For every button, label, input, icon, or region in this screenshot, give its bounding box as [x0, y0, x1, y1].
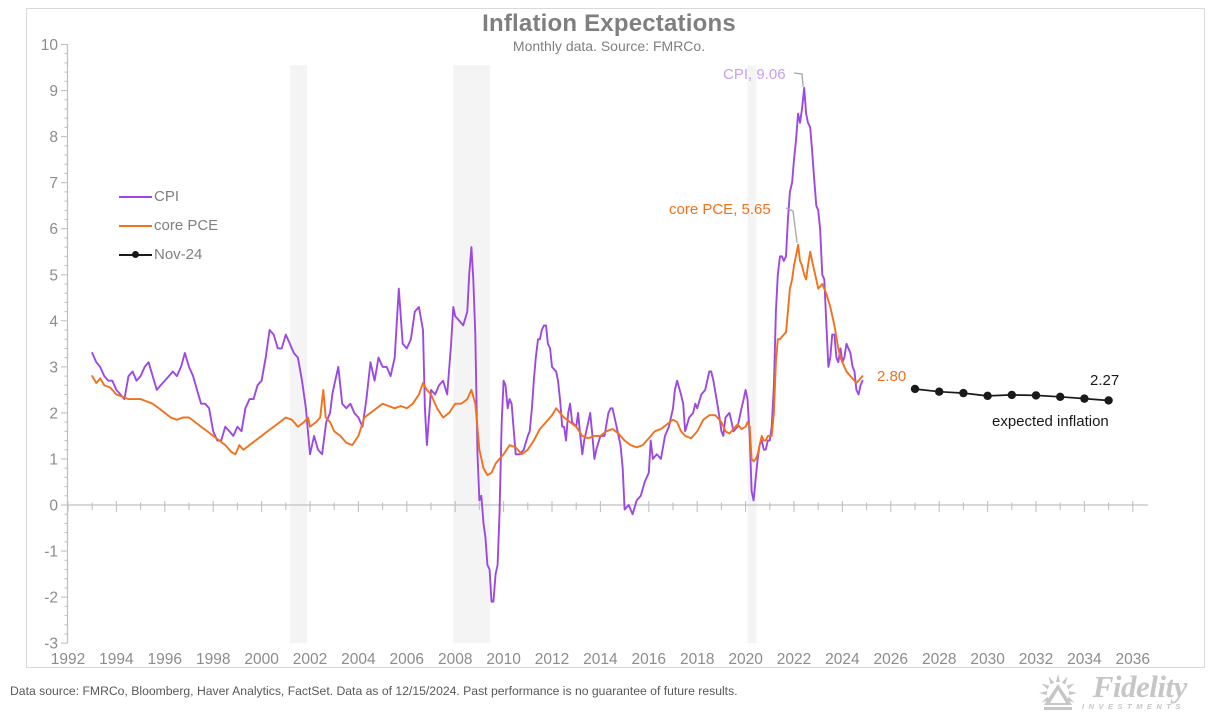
- y-tick-label: -1: [44, 544, 58, 561]
- y-tick-label: 4: [49, 313, 58, 330]
- chart-title: Inflation Expectations: [482, 10, 736, 37]
- annotation-expected-last-value: 2.27: [1090, 372, 1120, 389]
- x-tick-label: 2004: [341, 651, 376, 668]
- chart-border: [26, 8, 1205, 668]
- x-tick-label: 2026: [874, 651, 908, 668]
- x-tick-label: 2000: [244, 651, 279, 668]
- cpi-line-swatch-icon: [119, 192, 152, 201]
- x-tick-label: 1998: [196, 651, 230, 668]
- fidelity-pyramid-icon: [1039, 674, 1077, 710]
- chart-subtitle: Monthly data. Source: FMRCo.: [512, 38, 706, 54]
- series-marker-nov-24: [935, 387, 944, 396]
- x-tick-label: 1994: [99, 651, 134, 668]
- x-tick-label: 2002: [293, 651, 327, 668]
- legend: CPI core PCE Nov-24: [119, 182, 218, 269]
- series-marker-nov-24: [910, 384, 920, 394]
- legend-label-cpi: CPI: [154, 188, 180, 205]
- annotation-pce-last-value: 2.80: [877, 368, 907, 385]
- x-tick-label: 2008: [438, 651, 472, 668]
- x-tick-label: 2032: [1019, 651, 1053, 668]
- x-tick-label: 2020: [728, 651, 763, 668]
- legend-label-core-pce: core PCE: [154, 217, 219, 234]
- x-tick-label: 2036: [1116, 651, 1150, 668]
- y-tick-label: 0: [49, 498, 58, 515]
- legend-item-cpi: CPI: [119, 182, 218, 211]
- x-tick-label: 1996: [148, 651, 182, 668]
- y-tick-label: 8: [49, 129, 58, 146]
- x-tick-label: 2010: [486, 651, 521, 668]
- series-marker-nov-24: [1056, 392, 1065, 401]
- pce-line-swatch-icon: [119, 221, 152, 230]
- legend-label-nov-24: Nov-24: [154, 246, 203, 263]
- series-marker-nov-24: [959, 388, 968, 398]
- x-tick-label: 2014: [583, 651, 618, 668]
- x-tick-label: 2006: [390, 651, 424, 668]
- series-marker-nov-24: [1104, 396, 1113, 405]
- y-tick-label: 2: [49, 405, 58, 422]
- recession-band: [289, 65, 308, 644]
- y-tick-label: 3: [49, 359, 58, 376]
- y-tick-label: 10: [41, 37, 59, 54]
- pce-callout-line: [785, 207, 798, 243]
- disclaimer-text: Data source: FMRCo, Bloomberg, Haver Ana…: [10, 684, 738, 698]
- x-tick-label: 2016: [632, 651, 666, 668]
- x-tick-label: 1992: [51, 651, 85, 668]
- x-tick-label: 2034: [1067, 651, 1102, 668]
- x-tick-label: 2022: [777, 651, 811, 668]
- legend-item-nov-24: Nov-24: [119, 240, 218, 269]
- y-tick-label: 6: [49, 221, 58, 238]
- y-tick-label: -2: [44, 590, 58, 607]
- fidelity-logo: Fidelity INVESTMENTS: [1038, 669, 1188, 713]
- series-marker-nov-24: [1007, 390, 1016, 400]
- x-tick-label: 2028: [922, 651, 956, 668]
- annotation-pce-peak: core PCE, 5.65: [669, 201, 771, 218]
- x-tick-label: 2024: [825, 651, 860, 668]
- x-tick-label: 2012: [535, 651, 569, 668]
- series-line-core-pce: [91, 243, 864, 477]
- series-marker-nov-24: [1080, 394, 1089, 403]
- annotation-expected-inflation-label: expected inflation: [992, 413, 1109, 430]
- series-marker-nov-24: [1031, 391, 1041, 400]
- x-tick-label: 2030: [970, 651, 1005, 668]
- fidelity-wordmark: Fidelity: [1092, 669, 1188, 704]
- y-tick-label: 1: [49, 451, 58, 468]
- x-tick-label: 2018: [680, 651, 714, 668]
- fidelity-investments-text: INVESTMENTS: [1082, 702, 1185, 711]
- y-tick-label: 7: [49, 175, 58, 192]
- y-tick-label: -3: [44, 636, 58, 653]
- legend-item-core-pce: core PCE: [119, 211, 218, 240]
- nov24-line-swatch-icon: [119, 250, 152, 259]
- cpi-callout-line: [793, 72, 804, 87]
- recession-band: [747, 65, 757, 644]
- recession-band: [453, 65, 491, 644]
- series-line-cpi: [91, 86, 864, 603]
- y-tick-label: 5: [49, 267, 58, 284]
- annotation-cpi-peak: CPI, 9.06: [723, 66, 786, 83]
- series-marker-nov-24: [983, 391, 992, 401]
- y-tick-label: 9: [49, 83, 58, 100]
